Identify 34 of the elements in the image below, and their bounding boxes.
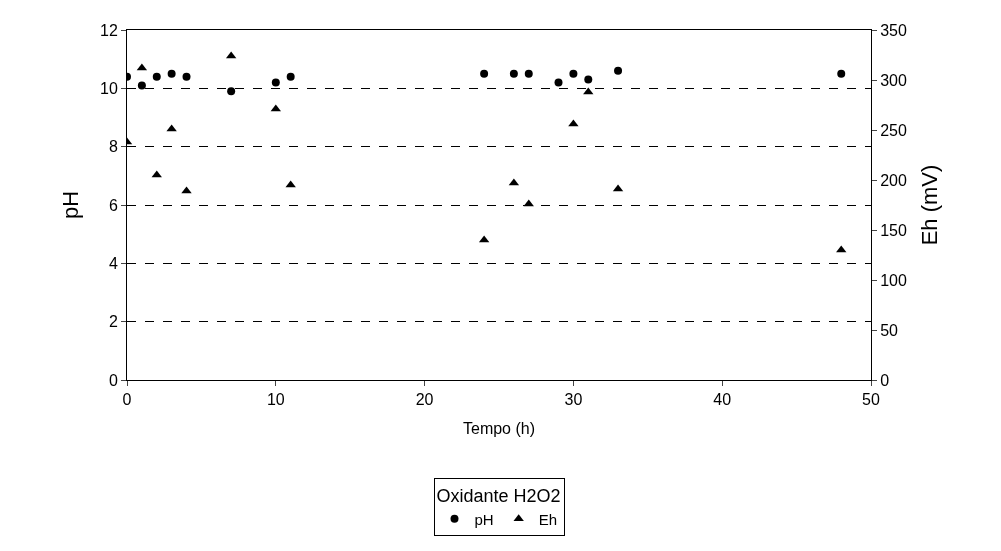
y-tick-label: 0 — [108, 371, 118, 389]
point — [151, 170, 162, 178]
legend-label: Eh — [538, 510, 558, 528]
y2-tick-label: 250 — [880, 121, 907, 139]
point — [583, 87, 594, 95]
y2-axis-title: Eh (mV) — [916, 164, 942, 246]
y2-tick-label: 100 — [880, 271, 907, 289]
x-tick-label: 50 — [862, 391, 880, 409]
x-tick-label: 20 — [415, 391, 434, 409]
y-axis-title: pH — [57, 190, 83, 220]
y2-tick-label: 300 — [880, 71, 907, 89]
point — [270, 104, 281, 112]
x-tick-label: 40 — [713, 391, 732, 409]
y2-tick-label: 0 — [880, 371, 890, 389]
y-tick-label: 8 — [108, 138, 118, 156]
x-axis-title: Tempo (h) — [462, 419, 536, 437]
x-tick-label: 0 — [122, 391, 132, 409]
x-tick-label: 10 — [266, 391, 285, 409]
y2-tick-label: 150 — [880, 221, 907, 239]
point — [181, 186, 192, 194]
y2-tick-label: 50 — [880, 321, 899, 339]
y-tick-label: 4 — [108, 254, 118, 272]
x-tick-label: 30 — [564, 391, 583, 409]
point — [836, 245, 847, 253]
legend-title: Oxidante H2O2 — [436, 486, 561, 507]
y2-tick-label: 200 — [880, 171, 907, 189]
legend-label: pH — [474, 510, 494, 528]
point — [285, 180, 296, 188]
y2-tick-label: 350 — [880, 21, 907, 39]
point — [523, 199, 534, 207]
y-tick-label: 6 — [108, 196, 118, 214]
y-tick-label: 10 — [100, 79, 118, 97]
y-tick-label: 2 — [108, 313, 118, 331]
y-tick-label: 12 — [100, 21, 118, 39]
